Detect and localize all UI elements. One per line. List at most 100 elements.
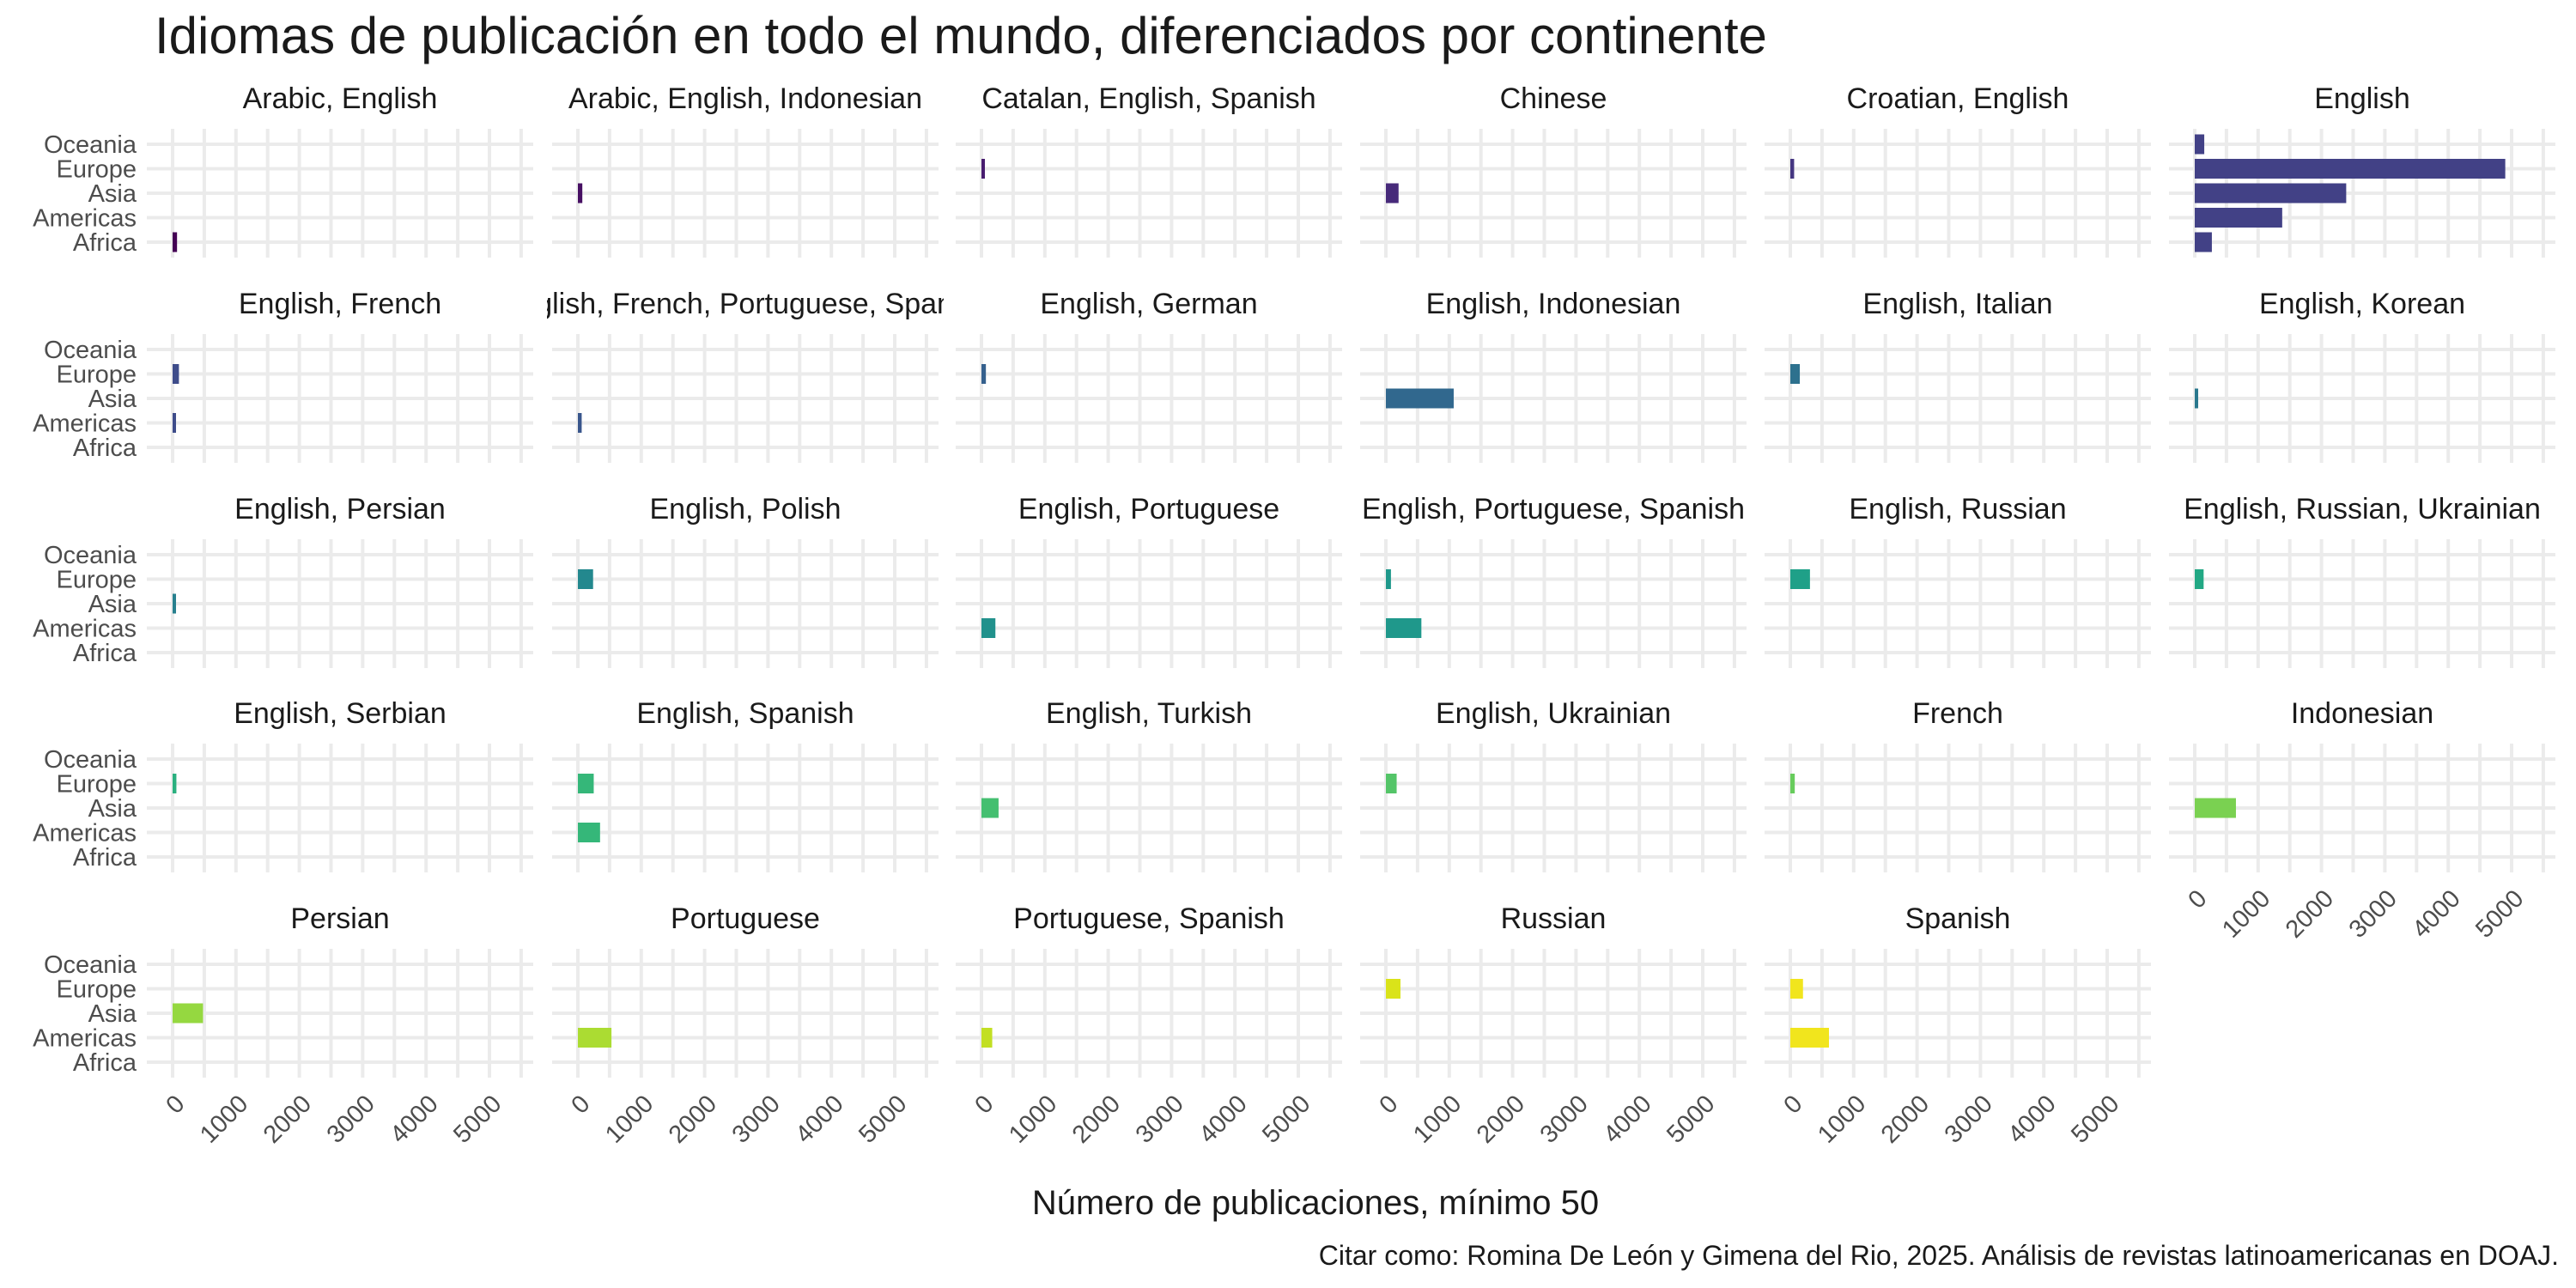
bar-europe xyxy=(2195,159,2506,179)
bar-europe xyxy=(1386,774,1397,793)
x-tick-label: 3000 xyxy=(1535,1091,1594,1149)
facet-panel-english-portuguese-spanish: English, Portuguese, Spanish xyxy=(1360,493,1747,668)
facet-strip-title: Spanish xyxy=(1905,902,2011,935)
x-tick-label: 3000 xyxy=(1131,1091,1189,1149)
bar-europe xyxy=(981,364,987,384)
facet-strip-title: English, Indonesian xyxy=(1426,288,1681,320)
facet-strip-title: English, Portuguese, Spanish xyxy=(1362,493,1745,526)
bar-americas xyxy=(1790,1028,1830,1048)
x-tick-label: 3000 xyxy=(322,1091,380,1149)
bar-europe xyxy=(1790,364,1801,384)
facet-panel-chinese: Chinese xyxy=(1360,82,1747,258)
facet-strip-title: English xyxy=(2314,82,2410,115)
facet-strip-title: Portuguese xyxy=(671,902,820,935)
facet-panel-english-spanish: English, Spanish xyxy=(552,697,939,872)
bar-asia xyxy=(578,183,583,204)
bar-americas xyxy=(981,1028,993,1048)
x-tick-label: 0 xyxy=(1778,1091,1807,1120)
x-tick-label: 4000 xyxy=(790,1091,848,1149)
facet-strip-title: Catalan, English, Spanish xyxy=(981,82,1315,115)
x-tick-label: 5000 xyxy=(2470,885,2529,944)
facet-strip-title: English, Spanish xyxy=(636,697,854,730)
bar-africa xyxy=(173,232,178,252)
facet-panel-catalan-english-spanish: Catalan, English, Spanish xyxy=(956,82,1342,258)
x-tick-label: 4000 xyxy=(1194,1091,1252,1149)
y-tick-label: Oceania xyxy=(44,542,137,569)
bar-asia xyxy=(2195,388,2198,409)
chart-caption: Citar como: Romina De León y Gimena del … xyxy=(1319,1240,2559,1271)
facet-strip-title: Indonesian xyxy=(2291,697,2433,730)
x-tick-label: 2000 xyxy=(1067,1091,1126,1149)
x-tick-label: 0 xyxy=(566,1091,595,1120)
x-tick-label: 2000 xyxy=(664,1091,722,1149)
y-tick-label: Africa xyxy=(73,434,137,462)
facet-strip-title: English, Korean xyxy=(2259,288,2465,320)
facet-panel-russian: Russian 0 1000 2000 3000 4000 5000 xyxy=(1360,902,1747,1149)
y-tick-label: Europe xyxy=(56,156,137,184)
bar-americas xyxy=(981,618,996,638)
facet-panel-english-italian: English, Italian xyxy=(1765,288,2151,463)
facet-strip-title: Arabic, English, Indonesian xyxy=(568,82,922,115)
x-tick-label: 1000 xyxy=(1004,1091,1062,1149)
y-tick-label: Americas xyxy=(33,410,137,438)
facet-strip-title: English, French, Portuguese, Spanish xyxy=(501,288,991,320)
bar-europe xyxy=(578,774,594,793)
facet-strip-title: English, Russian, Ukrainian xyxy=(2184,493,2541,526)
y-tick-label: Oceania xyxy=(44,337,137,364)
y-tick-label: Europe xyxy=(56,771,137,799)
x-tick-label: 1000 xyxy=(600,1091,659,1149)
x-tick-label: 4000 xyxy=(2407,885,2465,944)
x-tick-label: 1000 xyxy=(195,1091,253,1149)
bar-asia xyxy=(2195,798,2236,818)
y-tick-label: Asia xyxy=(88,1000,137,1028)
bar-americas xyxy=(578,1028,612,1048)
facet-panel-croatian-english: Croatian, English xyxy=(1765,82,2151,258)
facet-panel-english-korean: English, Korean xyxy=(2169,288,2555,463)
y-tick-label: Americas xyxy=(33,616,137,643)
facet-panel-english-russian-ukrainian: English, Russian, Ukrainian xyxy=(2169,493,2555,668)
facet-strip-title: French xyxy=(1912,697,2003,730)
y-tick-label: Oceania xyxy=(44,746,137,774)
x-tick-label: 0 xyxy=(969,1091,999,1120)
facet-panel-english-persian: English, Persian AfricaAmericasAsiaEurope… xyxy=(33,493,533,668)
x-tick-label: 5000 xyxy=(854,1091,912,1149)
bar-africa xyxy=(2195,232,2212,252)
y-tick-label: Europe xyxy=(56,976,137,1004)
bar-europe xyxy=(1790,979,1803,999)
facet-strip-title: Arabic, English xyxy=(243,82,438,115)
facet-strip-title: English, German xyxy=(1040,288,1257,320)
facet-panel-english-russian: English, Russian xyxy=(1765,493,2151,668)
facet-panel-spanish: Spanish 0 1000 2000 3000 4000 5000 xyxy=(1765,902,2151,1149)
bar-americas xyxy=(578,823,600,842)
x-tick-label: 2000 xyxy=(2281,885,2339,944)
x-tick-label: 4000 xyxy=(385,1091,443,1149)
facet-panel-english-indonesian: English, Indonesian xyxy=(1360,288,1747,463)
facet-panel-portuguese-spanish: Portuguese, Spanish 0 1000 2000 3000 4000 5000 xyxy=(956,902,1342,1149)
facet-strip-title: English, Italian xyxy=(1862,288,2052,320)
facet-strip-title: Portuguese, Spanish xyxy=(1013,902,1285,935)
facet-panel-arabic-english-indonesian: Arabic, English, Indonesian xyxy=(552,82,939,258)
facet-panel-english-ukrainian: English, Ukrainian xyxy=(1360,697,1747,872)
x-tick-label: 4000 xyxy=(2002,1091,2061,1149)
bar-asia xyxy=(173,1003,204,1024)
y-tick-label: Oceania xyxy=(44,131,137,159)
x-tick-label: 5000 xyxy=(1662,1091,1720,1149)
chart-title: Idiomas de publicación en todo el mundo,… xyxy=(155,7,1767,64)
facet-strip-title: English, Turkish xyxy=(1046,697,1252,730)
facet-panel-arabic-english: Arabic, English AfricaAmericasAsiaEuropeO… xyxy=(33,82,533,258)
bar-europe xyxy=(1386,569,1391,589)
facet-panel-french: French xyxy=(1765,697,2151,872)
facet-panel-english-portuguese: English, Portuguese xyxy=(956,493,1342,668)
x-tick-label: 3000 xyxy=(2344,885,2403,944)
bar-europe xyxy=(578,569,593,589)
x-tick-label: 5000 xyxy=(448,1091,507,1149)
bar-asia xyxy=(173,593,176,614)
facet-panel-english-polish: English, Polish xyxy=(552,493,939,668)
facet-strip-title: Persian xyxy=(290,902,389,935)
bar-europe xyxy=(1790,569,1810,589)
x-tick-label: 2000 xyxy=(258,1091,317,1149)
facet-panel-english-serbian: English, Serbian AfricaAmericasAsiaEurope… xyxy=(33,697,533,872)
